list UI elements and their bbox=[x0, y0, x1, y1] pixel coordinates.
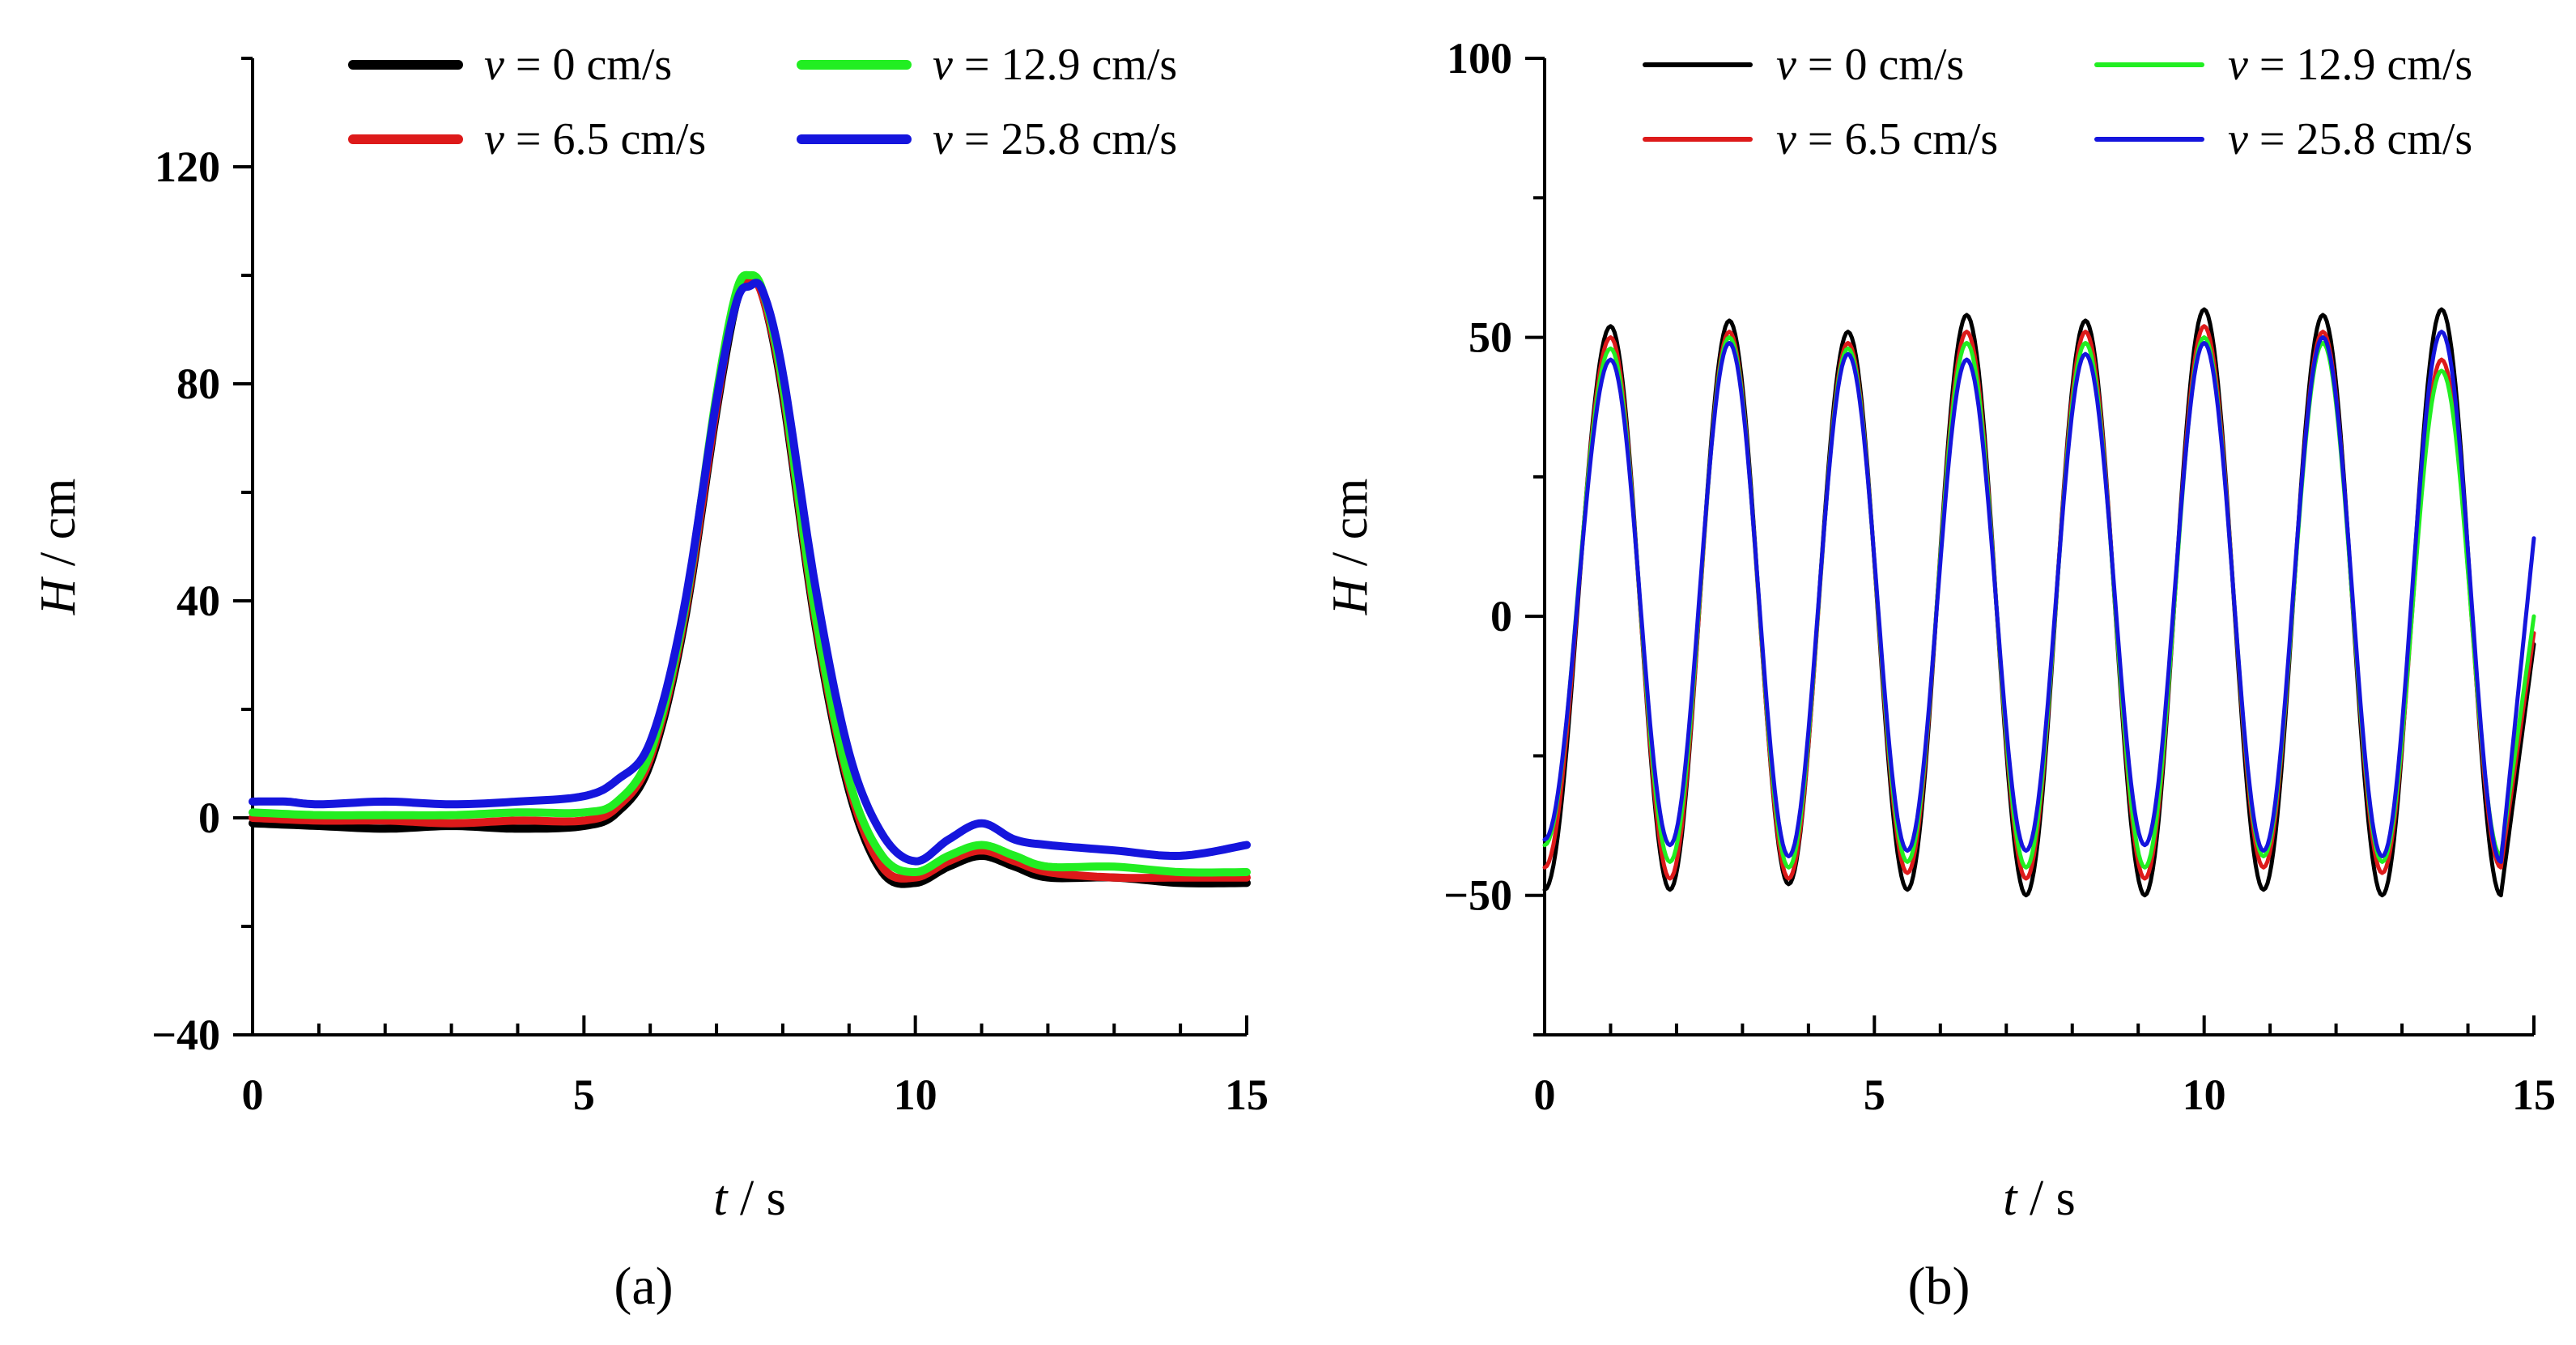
panel-a-label: (a) bbox=[614, 1257, 673, 1316]
x-tick-label: 5 bbox=[1864, 1070, 1885, 1119]
series-line-4 bbox=[1542, 330, 2536, 864]
y-tick-label: 80 bbox=[176, 360, 220, 408]
y-tick-label: 100 bbox=[1447, 34, 1512, 83]
y-tick-label: 40 bbox=[176, 577, 220, 625]
legend-label-3: v = 12.9 cm/s bbox=[933, 40, 1177, 90]
legend-label-4: v = 25.8 cm/s bbox=[933, 114, 1177, 164]
panel-b-label: (b) bbox=[1908, 1257, 1970, 1316]
x-tick-label: 15 bbox=[2512, 1070, 2556, 1119]
legend-label-1: v = 0 cm/s bbox=[484, 40, 672, 90]
x-tick-label: 0 bbox=[1534, 1070, 1556, 1119]
x-axis-title: t / s bbox=[713, 1171, 786, 1226]
series-line-4 bbox=[249, 279, 1251, 866]
y-axis-title: H / cm bbox=[31, 479, 86, 616]
x-tick-label: 15 bbox=[1225, 1070, 1269, 1119]
series-line-3 bbox=[249, 270, 1251, 877]
legend-label-2: v = 6.5 cm/s bbox=[484, 114, 706, 164]
y-axis-title: H / cm bbox=[1323, 479, 1378, 616]
legend-label-4: v = 25.8 cm/s bbox=[2228, 114, 2472, 164]
y-tick-label: −40 bbox=[151, 1011, 220, 1059]
x-tick-label: 5 bbox=[573, 1070, 595, 1119]
panel-b-chart: 0 5 10 15 −50 0 50 100 t / s H / cm v = 0 cm/s v = … bbox=[1323, 34, 2556, 1226]
y-tick-label: 120 bbox=[155, 143, 220, 191]
panel-a-chart: 0 5 10 15 −40 0 40 80 120 t / s H / cm v = 0 cm/s v … bbox=[31, 40, 1269, 1226]
series-line-2 bbox=[249, 276, 1251, 883]
x-tick-label: 0 bbox=[242, 1070, 264, 1119]
x-tick-label: 10 bbox=[2183, 1070, 2226, 1119]
y-tick-label: −50 bbox=[1443, 871, 1512, 920]
y-tick-label: 50 bbox=[1469, 313, 1512, 362]
y-tick-label: 0 bbox=[1490, 592, 1512, 641]
x-axis-title: t / s bbox=[2003, 1171, 2076, 1226]
x-tick-label: 10 bbox=[894, 1070, 937, 1119]
legend-label-1: v = 0 cm/s bbox=[1776, 40, 1964, 90]
y-tick-label: 0 bbox=[198, 794, 220, 842]
legend-label-3: v = 12.9 cm/s bbox=[2228, 40, 2472, 90]
series-line-1 bbox=[249, 276, 1251, 888]
legend-label-2: v = 6.5 cm/s bbox=[1776, 114, 1998, 164]
